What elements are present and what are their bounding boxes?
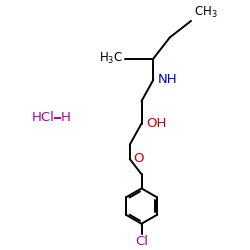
Text: H: H	[61, 111, 71, 124]
Text: O: O	[133, 152, 144, 166]
Text: $\mathregular{CH_3}$: $\mathregular{CH_3}$	[194, 5, 218, 20]
Text: OH: OH	[146, 117, 166, 130]
Text: $\mathregular{H_3C}$: $\mathregular{H_3C}$	[99, 51, 123, 66]
Text: NH: NH	[158, 74, 177, 86]
Text: HCl: HCl	[31, 111, 54, 124]
Text: Cl: Cl	[135, 235, 148, 248]
